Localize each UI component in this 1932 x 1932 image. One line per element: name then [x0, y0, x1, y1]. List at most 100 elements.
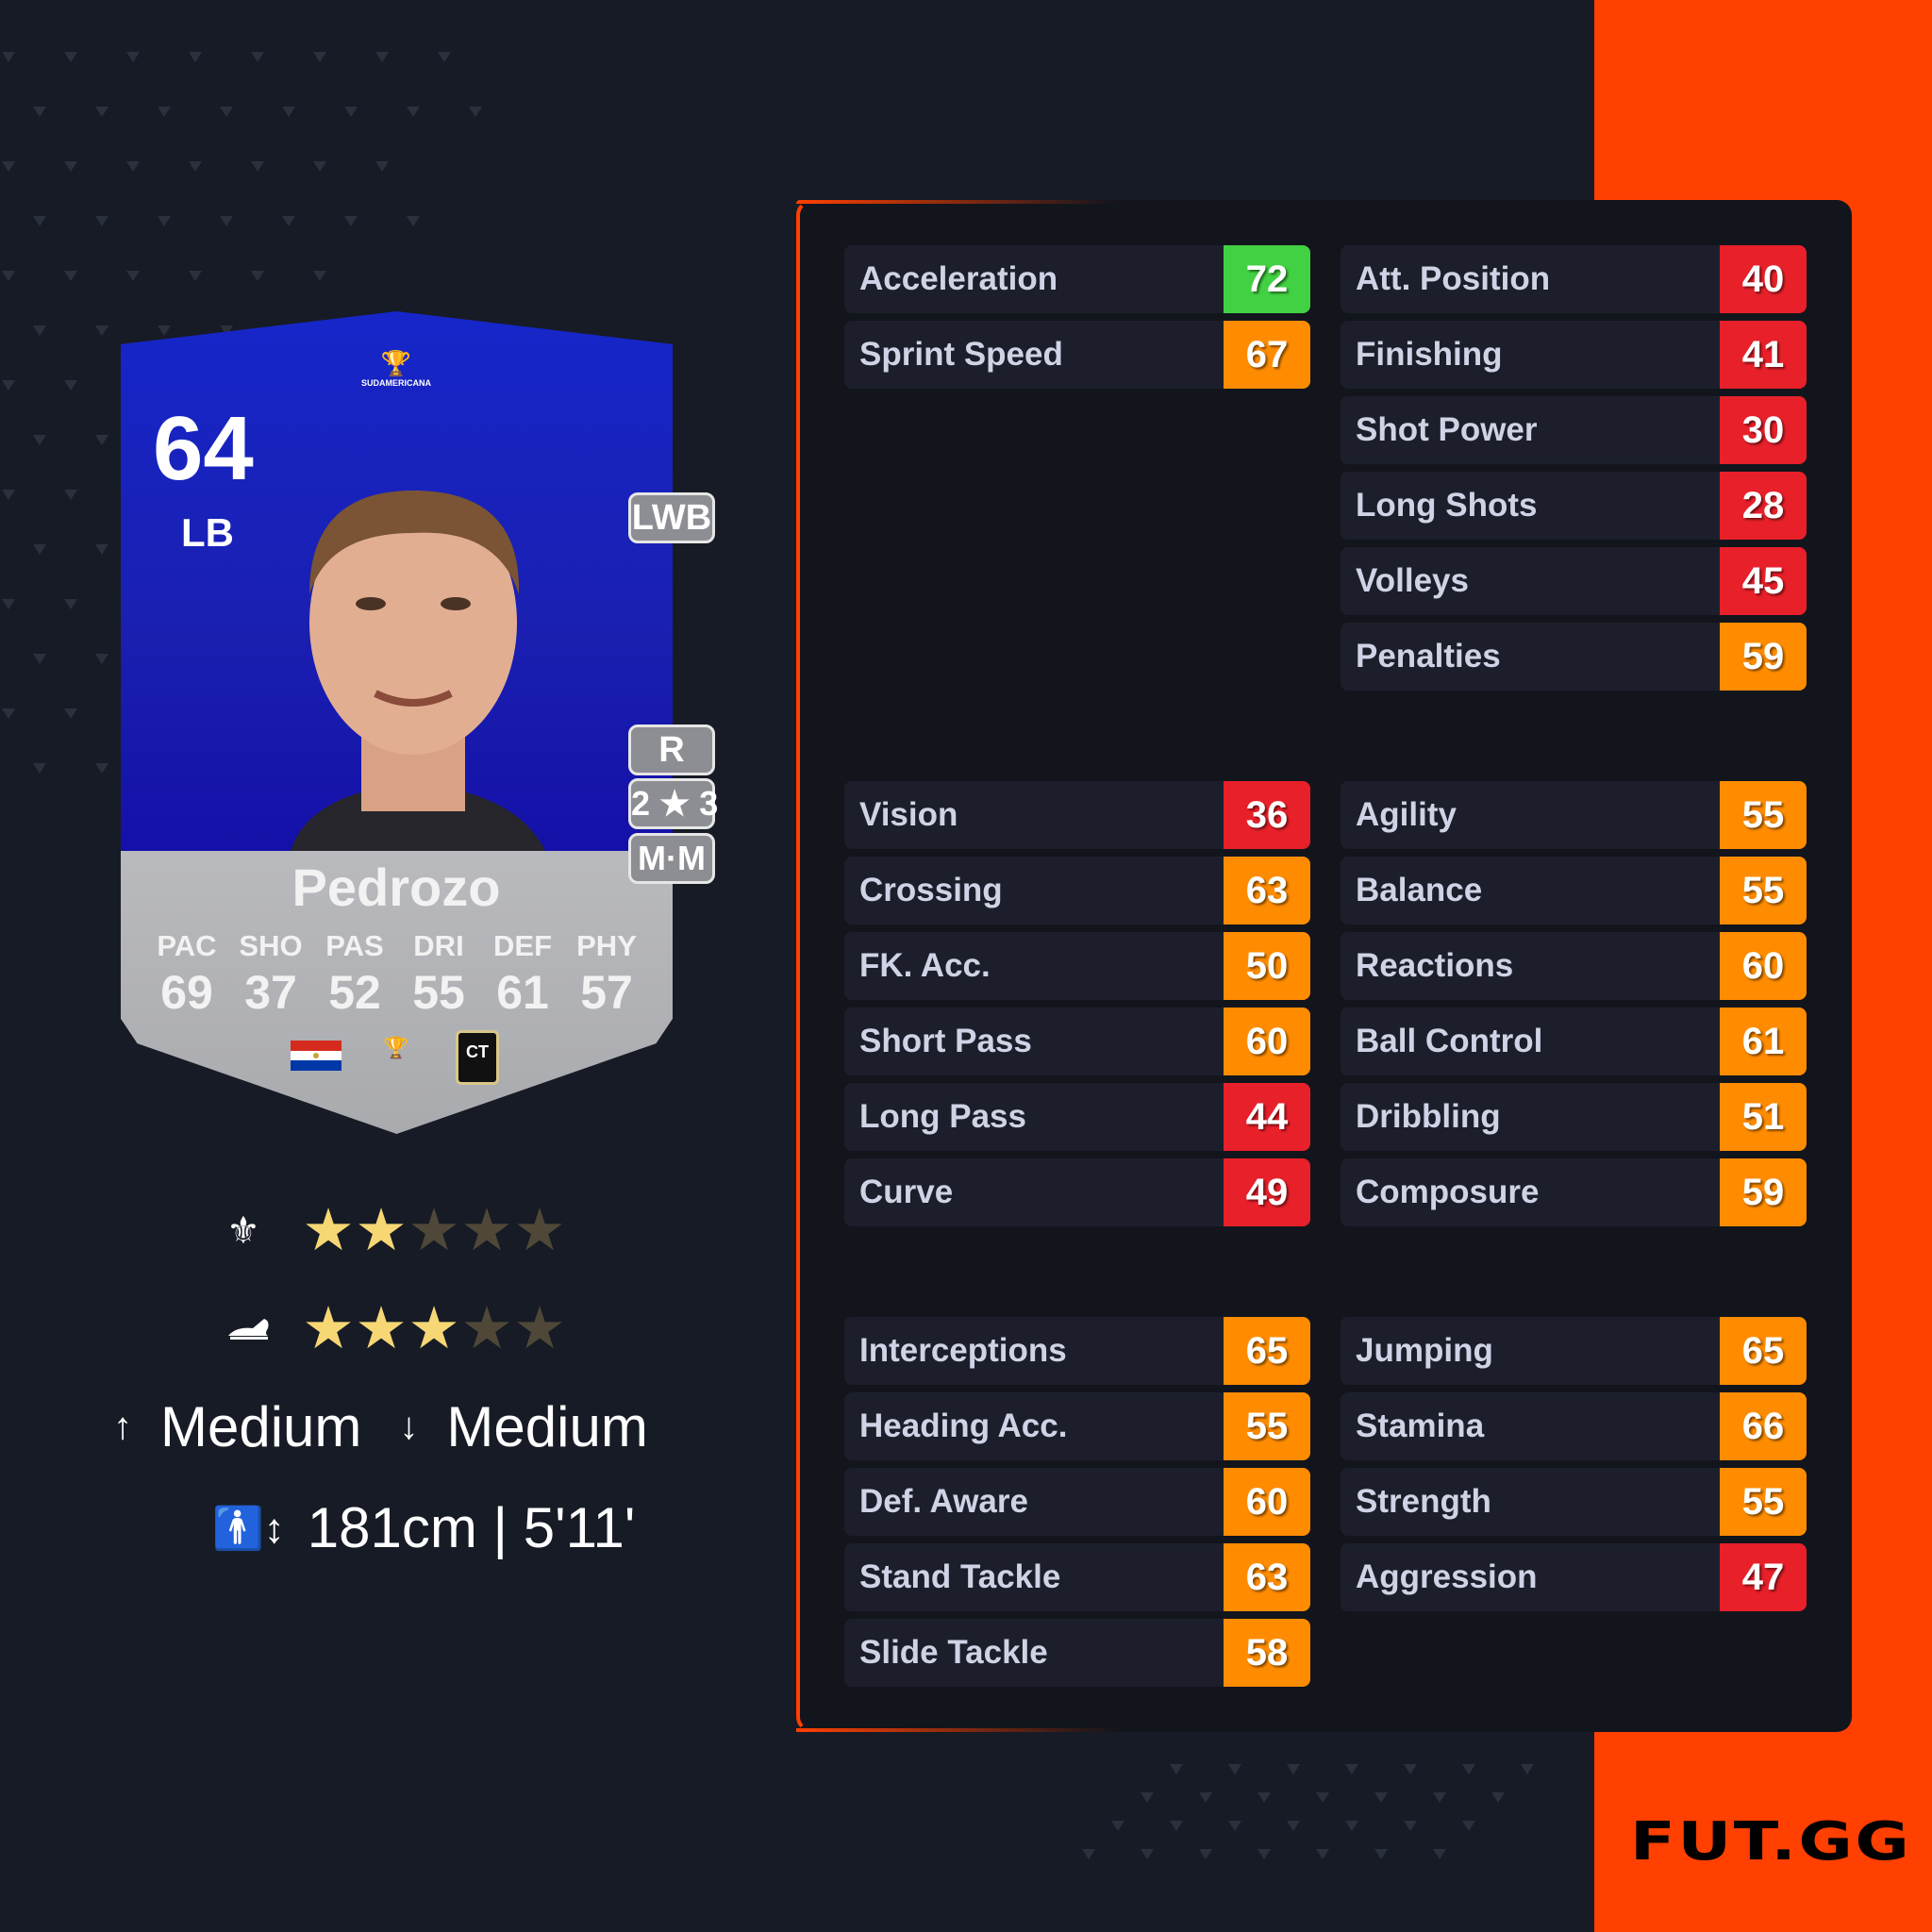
face-stat-label: SHO: [239, 929, 303, 962]
triangle-decoration-icon: [251, 271, 264, 281]
triangle-decoration-icon: [64, 708, 77, 719]
club-badge: CT: [456, 1030, 499, 1085]
triangle-decoration-icon: [33, 435, 46, 445]
star-empty-icon: ★: [408, 1198, 460, 1263]
triangle-decoration-icon: [407, 216, 420, 226]
triangle-decoration-icon: [1199, 1849, 1212, 1859]
boot-icon: [228, 1319, 269, 1340]
stat-value: 65: [1720, 1317, 1807, 1385]
stat-label: Stand Tackle: [859, 1558, 1061, 1595]
stat-value: 66: [1720, 1392, 1807, 1460]
stat-row-agility: Agility 55: [1341, 781, 1807, 849]
stat-row-heading-acc: Heading Acc. 55: [844, 1392, 1310, 1460]
star-filled-icon: ★: [355, 1296, 408, 1361]
stat-label: Agility: [1356, 796, 1457, 833]
stat-label: Slide Tackle: [859, 1634, 1048, 1671]
triangle-decoration-icon: [251, 161, 264, 172]
attack-work-rate: Medium: [160, 1395, 362, 1458]
stat-row-vision: Vision 36: [844, 781, 1310, 849]
face-stat-phy: PHY 57: [569, 929, 644, 1020]
triangle-decoration-icon: [1462, 1764, 1475, 1774]
triangle-decoration-icon: [2, 708, 15, 719]
stat-label: Volleys: [1356, 562, 1469, 599]
triangle-decoration-icon: [95, 654, 108, 664]
triangle-decoration-icon: [469, 107, 482, 117]
stat-value: 60: [1224, 1008, 1310, 1075]
triangle-decoration-icon: [1287, 1764, 1300, 1774]
stat-value: 67: [1224, 321, 1310, 389]
face-stat-label: PAC: [157, 929, 217, 962]
triangle-decoration-icon: [1521, 1764, 1534, 1774]
stat-row-crossing: Crossing 63: [844, 857, 1310, 924]
face-stats: PAC 69 SHO 37 PAS 52 DRI 55 DEF 61 PHY 57: [149, 929, 644, 1020]
triangle-decoration-icon: [1374, 1792, 1388, 1803]
stat-label: Penalties: [1356, 638, 1501, 675]
stat-row-def-aware: Def. Aware 60: [844, 1468, 1310, 1536]
stat-value: 63: [1224, 857, 1310, 924]
triangle-decoration-icon: [33, 544, 46, 555]
stat-row-finishing: Finishing 41: [1341, 321, 1807, 389]
triangle-decoration-icon: [1433, 1792, 1446, 1803]
position: LB: [181, 510, 234, 555]
triangle-decoration-icon: [313, 52, 326, 62]
stat-label: Composure: [1356, 1174, 1540, 1210]
triangle-decoration-icon: [1345, 1821, 1358, 1831]
skill-stars: ★ ★ ★ ★ ★: [302, 1202, 566, 1260]
stat-label: Long Pass: [859, 1098, 1026, 1135]
star-filled-icon: ★: [302, 1198, 355, 1263]
player-name: Pedrozo: [291, 858, 501, 917]
league-logo: 🏆 SUDAMERICANA: [340, 349, 453, 388]
stat-label: Sprint Speed: [859, 336, 1063, 373]
face-stat-value: 52: [328, 966, 381, 1019]
stat-value: 55: [1720, 781, 1807, 849]
futgg-logo: FUT.GG: [1630, 1811, 1912, 1873]
stat-label: Ball Control: [1356, 1023, 1543, 1059]
weak-foot-rating: ★ ★ ★ ★ ★: [226, 1300, 566, 1358]
stat-label: Aggression: [1356, 1558, 1538, 1595]
stat-value: 60: [1720, 932, 1807, 1000]
stat-value: 55: [1224, 1392, 1310, 1460]
face-stat-value: 37: [244, 966, 297, 1019]
face-stat-sho: SHO 37: [233, 929, 308, 1020]
stat-row-curve: Curve 49: [844, 1158, 1310, 1226]
skill-weakfoot-badge: 2 ★ 3: [628, 778, 718, 829]
triangle-decoration-icon: [1257, 1792, 1271, 1803]
weakfoot-stars: ★ ★ ★ ★ ★: [302, 1300, 566, 1358]
stat-value: 44: [1224, 1083, 1310, 1151]
stat-row-att-position: Att. Position 40: [1341, 245, 1807, 313]
triangle-decoration-icon: [1374, 1849, 1388, 1859]
stat-label: Reactions: [1356, 947, 1514, 984]
triangle-decoration-icon: [64, 599, 77, 609]
triangle-decoration-icon: [1170, 1821, 1183, 1831]
triangle-decoration-icon: [1141, 1792, 1154, 1803]
stat-label: Curve: [859, 1174, 954, 1210]
stat-value: 49: [1224, 1158, 1310, 1226]
triangle-decoration-icon: [1404, 1764, 1417, 1774]
face-stat-label: DRI: [413, 929, 464, 962]
triangle-decoration-icon: [1316, 1849, 1329, 1859]
triangle-decoration-icon: [33, 216, 46, 226]
triangle-decoration-icon: [1199, 1792, 1212, 1803]
stat-label: Balance: [1356, 872, 1483, 908]
triangle-decoration-icon: [1287, 1821, 1300, 1831]
triangle-decoration-icon: [95, 435, 108, 445]
stat-row-interceptions: Interceptions 65: [844, 1317, 1310, 1385]
triangle-decoration-icon: [189, 161, 202, 172]
defense-work-rate: Medium: [446, 1395, 648, 1458]
stat-label: Strength: [1356, 1483, 1491, 1520]
triangle-decoration-icon: [2, 161, 15, 172]
triangle-decoration-icon: [375, 52, 389, 62]
overall-rating: 64: [153, 398, 254, 499]
stat-row-stand-tackle: Stand Tackle 63: [844, 1543, 1310, 1611]
triangle-decoration-icon: [407, 107, 420, 117]
triangle-decoration-icon: [220, 107, 233, 117]
stat-row-volleys: Volleys 45: [1341, 547, 1807, 615]
face-stat-value: 55: [412, 966, 465, 1019]
stat-value: 58: [1224, 1619, 1310, 1687]
stat-row-dribbling: Dribbling 51: [1341, 1083, 1807, 1151]
star-empty-icon: ★: [460, 1198, 513, 1263]
paraguay-flag-icon: [291, 1041, 341, 1071]
stat-value: 50: [1224, 932, 1310, 1000]
stat-value: 60: [1224, 1468, 1310, 1536]
arrow-down-icon: ↓: [399, 1406, 419, 1447]
